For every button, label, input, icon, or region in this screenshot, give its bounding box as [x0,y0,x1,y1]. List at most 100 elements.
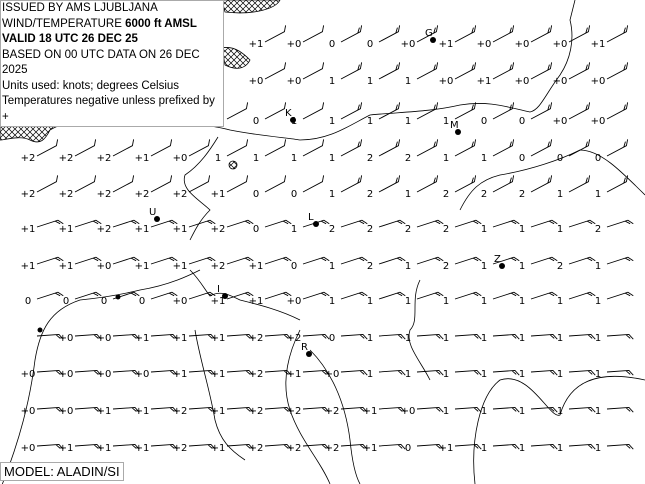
wind-barb [340,25,363,43]
temperature-value: +1 [59,224,74,235]
temperature-value: 1 [443,296,449,307]
temperature-value: +1 [211,189,226,200]
temperature-value: 1 [443,116,449,127]
wind-barb [492,25,515,43]
wind-barb [226,407,254,413]
temperature-value: 1 [519,296,525,307]
wind-barb [188,291,216,300]
temperature-value: 2 [367,224,373,235]
temperature-value: 1 [291,224,297,235]
wind-barb [36,291,64,300]
temperature-value: 0 [63,296,69,307]
wind-barb [568,102,591,120]
temperature-value: +1 [135,443,150,454]
wind-barb [112,334,140,340]
wind-barb [302,62,325,80]
wind-barb [416,175,439,193]
temperature-value: +1 [363,406,378,417]
temperature-value: +2 [97,189,112,200]
wind-barb [112,175,135,193]
station-label: R [301,342,308,353]
wind-barb [416,370,444,376]
wind-barb [568,62,591,80]
temperature-value: +1 [59,443,74,454]
wind-barb [264,256,292,265]
wind-barb [530,370,558,376]
wind-barb [150,334,178,340]
temperature-value: +2 [135,189,150,200]
temperature-value: 1 [557,443,563,454]
wind-barb [226,291,254,300]
temperature-value: +2 [325,443,340,454]
wind-barb [188,370,216,376]
temperature-value: 1 [253,153,259,164]
station-label: Z [494,254,501,265]
station-dot [455,129,461,135]
wind-barb [36,139,59,157]
temperature-value: 2 [481,189,487,200]
wind-barb [112,256,140,265]
wind-barb [74,407,102,413]
wind-barb [150,291,178,300]
wind-barb [302,219,330,228]
wind-barb [568,291,596,300]
temperature-value: +2 [249,333,264,344]
temperature-value: +1 [249,296,264,307]
temperature-value: 1 [519,406,525,417]
temperature-value: 0 [481,116,487,127]
wind-barb [302,256,330,265]
wind-barb [302,407,330,413]
temperature-value: +0 [59,406,74,417]
wind-barb [264,334,292,340]
wind-barb [606,139,629,157]
wind-barb [378,102,401,120]
temperature-value: +2 [173,406,188,417]
wind-barb [226,370,254,376]
wind-barb [606,102,629,120]
temperature-value: 1 [557,189,563,200]
wind-barb [150,444,178,450]
wind-barb [454,407,482,413]
wind-barb [302,175,325,193]
level: 6000 ft AMSL [125,17,197,30]
temperature-value: 2 [405,153,411,164]
temperature-value: 0 [291,189,297,200]
issued-by: ISSUED BY AMS LJUBLJANA [2,2,158,14]
wind-barb [454,370,482,376]
temperature-value: +1 [135,406,150,417]
wind-barb [416,256,444,265]
temperature-value: +0 [439,76,454,87]
wind-barb [74,139,97,157]
temperature-labels: +1 +0 0 0 +0 +1 +0 +0 +0 +1 +0 +0 1 1 1 +0 +1 +0 +0 +0 +0 +1 +… [21,39,606,454]
temperature-value: 1 [595,406,601,417]
wind-barb [568,407,596,413]
temperature-value: +1 [249,261,264,272]
temperature-value: 0 [519,153,525,164]
wind-barb [606,291,634,300]
wind-barb [150,407,178,413]
wind-barb [492,291,520,300]
temperature-value: 1 [329,296,335,307]
temperature-value: +1 [97,406,112,417]
wind-barb [226,102,249,120]
wind-barb [416,444,444,450]
temperature-value: +1 [135,261,150,272]
wind-barb [188,219,216,228]
wind-barb [340,256,368,265]
wind-barb [606,62,629,80]
temperature-value: 1 [481,369,487,380]
temperature-value: +0 [401,39,416,50]
temperature-value: 1 [519,224,525,235]
temperature-value: 1 [595,261,601,272]
station-label: G [425,28,433,39]
wind-barb [454,25,477,43]
wind-barb [74,175,97,193]
wind-barb [340,139,363,157]
temperature-value: +1 [211,333,226,344]
temperature-value: 1 [443,369,449,380]
wind-barb [606,407,634,413]
wind-barb [188,256,216,265]
temperature-value: +2 [97,224,112,235]
temperature-value: +2 [173,189,188,200]
wind-barb [302,370,330,376]
